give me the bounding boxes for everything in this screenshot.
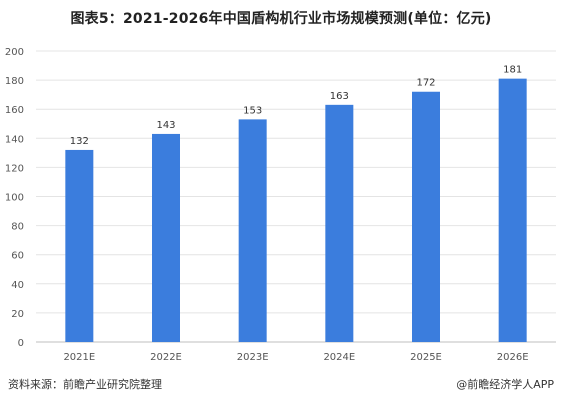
x-tick-label: 2025E — [410, 352, 442, 363]
chart-title: 图表5：2021-2026年中国盾构机行业市场规模预测(单位：亿元) — [70, 11, 492, 27]
y-tick-label: 200 — [5, 47, 24, 58]
x-tick-label: 2026E — [497, 352, 529, 363]
y-tick-label: 180 — [5, 76, 24, 87]
labels-layer: 0 20 40 60 80 100 120 140 160 180 200 132 2021E 143 20… — [5, 47, 529, 363]
x-tick-label: 2023E — [237, 352, 269, 363]
data-label: 132 — [70, 136, 89, 147]
y-tick-label: 100 — [5, 193, 24, 204]
bar — [412, 91, 440, 343]
y-tick-label: 0 — [18, 338, 24, 349]
bar — [152, 133, 180, 342]
x-tick-label: 2024E — [323, 352, 355, 363]
data-label: 153 — [243, 105, 262, 116]
y-tick-label: 80 — [11, 222, 24, 233]
source-label: 资料来源：前瞻产业研究院整理 — [8, 378, 162, 391]
data-label: 172 — [416, 78, 435, 89]
bars-layer — [65, 78, 527, 343]
data-label: 163 — [330, 91, 349, 102]
bar — [325, 104, 354, 343]
y-tick-label: 60 — [11, 251, 24, 262]
x-tick-label: 2021E — [63, 352, 95, 363]
y-tick-label: 140 — [5, 134, 24, 145]
bar — [238, 119, 267, 342]
bar — [65, 149, 94, 342]
y-tick-label: 160 — [5, 105, 24, 116]
y-tick-label: 20 — [11, 309, 24, 320]
data-label: 143 — [156, 120, 175, 131]
data-label: 181 — [503, 65, 522, 76]
bar — [498, 78, 527, 343]
y-tick-label: 40 — [11, 280, 24, 291]
x-tick-label: 2022E — [150, 352, 182, 363]
grid-layer — [36, 50, 556, 343]
brand-label: @前瞻经济学人APP — [456, 378, 554, 391]
y-tick-label: 120 — [5, 163, 24, 174]
